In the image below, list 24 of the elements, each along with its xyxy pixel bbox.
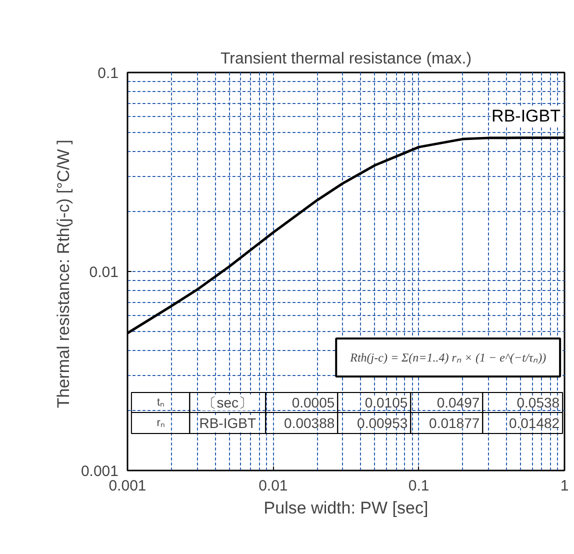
x-axis-title: Pulse width: PW [sec]	[264, 498, 428, 518]
series-label: RB-IGBT	[492, 106, 561, 126]
annotation: tₙ	[157, 396, 164, 408]
x-tick-label: 0.1	[408, 478, 430, 494]
x-tick-label: 0.01	[258, 478, 288, 494]
x-tick-label: 0.001	[108, 478, 146, 494]
y-axis-title: Thermal resistance: Rth(j-c) [°C/W ]	[54, 140, 73, 408]
y-tick-label: 0.1	[98, 65, 119, 82]
y-tick-label: 0.01	[89, 264, 119, 281]
annotation: 0.01482	[508, 415, 560, 431]
annotation: Rth(j-c) = Σ(n=1..4) rₙ × (1 − e^(−t/τₙ))	[349, 350, 546, 364]
annotation: 0.0497	[436, 394, 480, 410]
annotation: 0.0105	[364, 394, 408, 410]
annotation: rₙ	[156, 417, 164, 429]
annotation: 〔sec〕	[202, 394, 253, 410]
x-tick-label: 1	[560, 478, 569, 494]
y-tick-label: 0.001	[80, 463, 119, 480]
annotation: 0.0005	[292, 394, 335, 410]
annotation: 0.00388	[284, 415, 335, 431]
annotation: 0.01877	[429, 415, 480, 431]
chart-title: Transient thermal resistance (max.)	[220, 50, 472, 68]
annotation: RB-IGBT	[199, 415, 256, 431]
annotation: 0.00953	[357, 415, 408, 431]
annotation: 0.0538	[516, 394, 560, 410]
